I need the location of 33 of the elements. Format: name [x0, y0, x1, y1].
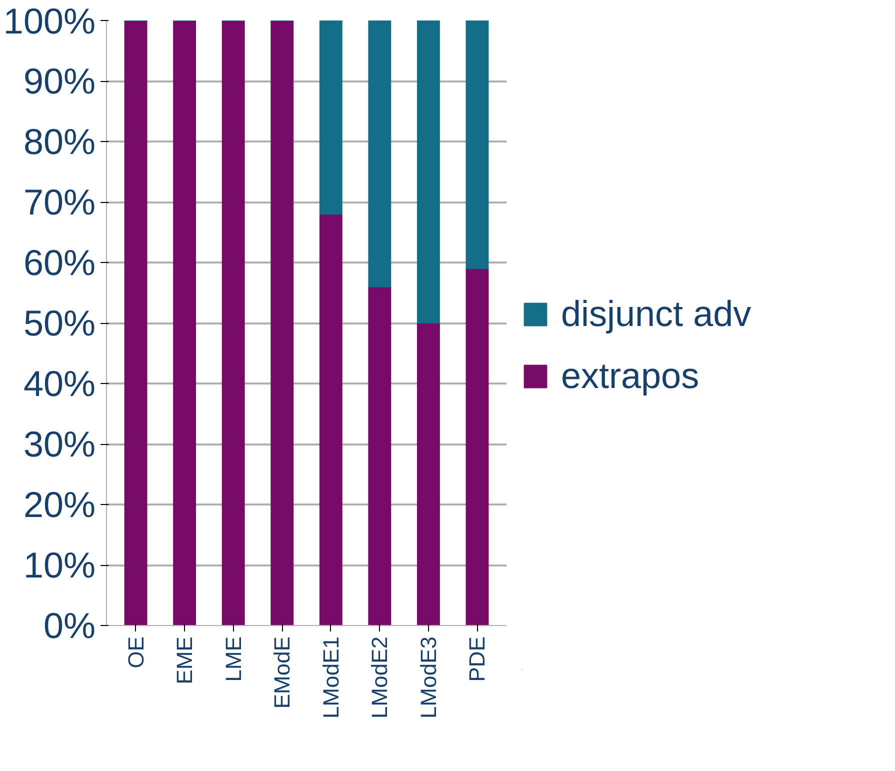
- bar: [466, 268, 489, 626]
- legend-label: disjunct adv: [561, 292, 752, 334]
- x-tick-label: EModE: [270, 636, 295, 709]
- x-tick-label: LME: [220, 636, 246, 682]
- bar: [270, 20, 294, 626]
- bar: [368, 286, 392, 626]
- bar: [466, 20, 489, 270]
- y-tick-label: 70%: [23, 182, 96, 222]
- bar: [173, 20, 196, 626]
- bar: [368, 20, 392, 288]
- bar: [319, 20, 342, 215]
- bar: [222, 20, 245, 626]
- x-tick-label: PDE: [464, 636, 490, 682]
- x-tick-label: LModE3: [416, 636, 441, 718]
- y-tick-label: 30%: [23, 424, 96, 464]
- x-tick-label: LModE2: [367, 636, 392, 718]
- bar: [124, 20, 148, 626]
- y-tick-label: 20%: [23, 484, 96, 525]
- bar: [416, 322, 440, 626]
- y-tick-label: 40%: [23, 363, 96, 404]
- x-tick-label: LModE1: [318, 636, 344, 718]
- legend-label: extrapos: [561, 354, 700, 396]
- bar: [319, 214, 342, 626]
- x-tick-label: OE: [123, 636, 148, 668]
- y-tick-label: 50%: [23, 302, 96, 344]
- y-tick-label: 10%: [23, 544, 96, 586]
- y-tick-label: 0%: [43, 605, 96, 646]
- y-tick-label: 90%: [23, 60, 96, 102]
- y-tick-label: 100%: [3, 0, 96, 42]
- bar: [416, 20, 440, 324]
- y-tick-label: 80%: [23, 121, 96, 162]
- y-tick-label: 60%: [23, 242, 96, 283]
- x-tick-label: EME: [172, 636, 198, 684]
